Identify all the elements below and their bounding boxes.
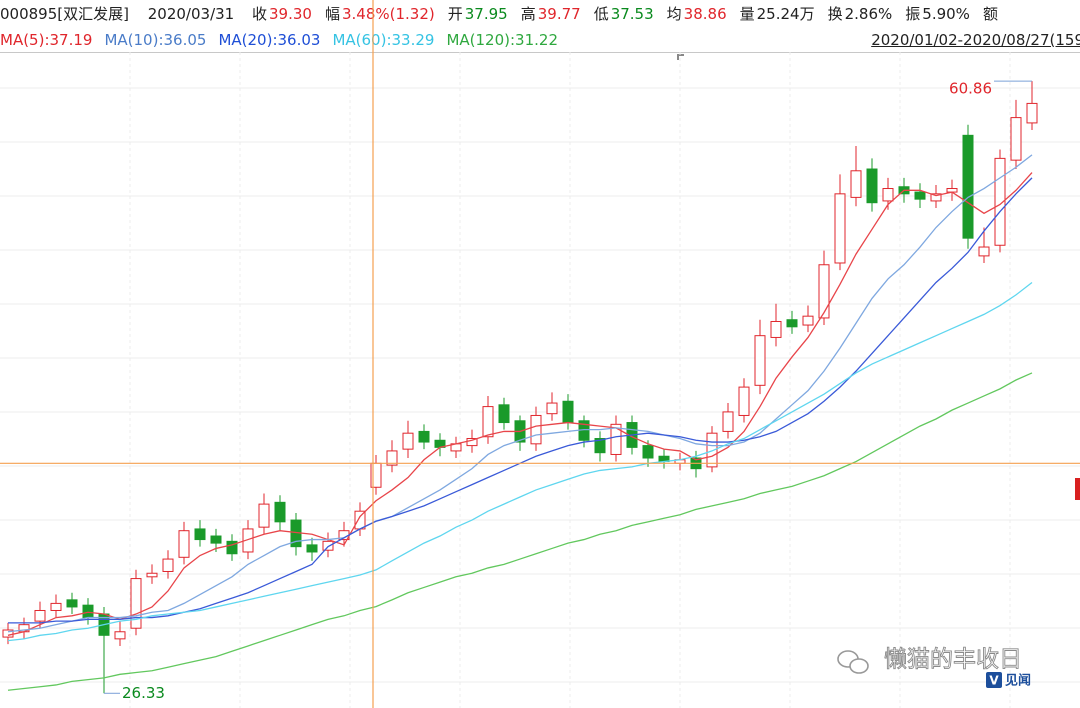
- info-value: 5.90%: [922, 5, 970, 23]
- candle-body: [1026, 102, 1038, 124]
- candle-body: [82, 604, 94, 619]
- stock-code: 000895[双汇发展]: [0, 5, 129, 23]
- info-label: 振: [905, 5, 921, 23]
- candle-body: [546, 402, 558, 415]
- candle-body: [178, 530, 190, 558]
- candle-body: [114, 631, 126, 640]
- watermark-text: 懒猫的丰收日: [884, 647, 1022, 673]
- candle-body: [418, 430, 430, 443]
- info-value: 2.86%: [844, 5, 893, 23]
- candle-body: [642, 445, 654, 459]
- candle-body: [1010, 117, 1022, 161]
- info-label: 幅: [324, 5, 340, 23]
- legend-entry: MA(20):36.03: [218, 31, 321, 49]
- info-value: 3.48%(1.32): [341, 5, 435, 23]
- candle-body: [978, 246, 990, 257]
- ma-lines: [7, 154, 1033, 691]
- candle-body: [530, 414, 542, 445]
- date: 2020/03/31: [147, 5, 235, 23]
- candle-body: [498, 404, 510, 424]
- candle-body: [610, 423, 622, 455]
- logo-badge-bg: [986, 672, 1002, 688]
- legend-entry: MA(120):31.22: [446, 31, 558, 49]
- candle-body: [274, 501, 286, 523]
- candle-body: [306, 544, 318, 553]
- info-value: 25.24万: [756, 5, 815, 23]
- legend-entry: MA(5):37.19: [0, 31, 93, 49]
- candle-body: [706, 432, 718, 468]
- candle-body: [770, 320, 782, 338]
- candle-body: [834, 193, 846, 264]
- info-value: 39.77: [537, 5, 581, 23]
- candle-body: [482, 406, 494, 438]
- candle-body: [146, 572, 158, 578]
- info-value: 38.86: [683, 5, 727, 23]
- wechat-icon: [837, 650, 869, 674]
- candle-body: [66, 599, 78, 608]
- candle-body: [866, 168, 878, 204]
- ma-line: [8, 177, 1033, 624]
- candle-body: [930, 193, 942, 202]
- grid: [0, 52, 1080, 708]
- candle-body: [210, 535, 222, 544]
- info-label: 换: [827, 5, 843, 23]
- ma-line: [7, 281, 1033, 642]
- side-marker: [1075, 478, 1080, 500]
- candle-body: [50, 602, 62, 611]
- logo-text: 见闻: [1005, 674, 1031, 689]
- candle-body: [802, 315, 814, 326]
- candle-body: [594, 438, 606, 454]
- candle-body: [130, 578, 142, 629]
- ma-line: [7, 154, 1033, 633]
- candle-body: [914, 191, 926, 200]
- candle-body: [162, 558, 174, 572]
- info-value: 37.53: [610, 5, 654, 23]
- candle-body: [850, 170, 862, 198]
- info-label: 收: [252, 5, 268, 23]
- candle-body: [962, 134, 974, 239]
- candle-body: [402, 432, 414, 450]
- candle-body: [242, 528, 254, 553]
- ma-line: [7, 372, 1033, 691]
- candle-body: [258, 503, 270, 528]
- info-label: 均: [666, 5, 682, 23]
- info-value: 37.95: [464, 5, 508, 23]
- candle-body: [882, 188, 894, 202]
- candle-body: [738, 386, 750, 416]
- candle-body: [722, 411, 734, 432]
- candle-body: [34, 609, 46, 622]
- max-label: 60.86: [949, 80, 992, 98]
- candle-body: [754, 335, 766, 386]
- candle-body: [322, 540, 334, 551]
- info-label: 低: [593, 5, 609, 23]
- ma-line: [7, 172, 1033, 636]
- min-label: 26.33: [122, 684, 165, 702]
- candle-body: [786, 319, 798, 328]
- candle-body: [818, 264, 830, 319]
- info-bar: 000895[双汇发展] 2020/03/31 收 39.30 幅 3.48%(1.3…: [0, 0, 1080, 28]
- info-label: 高: [520, 5, 536, 23]
- watermark: 懒猫的丰收日 V 见闻: [837, 646, 1031, 689]
- date-range[interactable]: 2020/01/02-2020/08/27(159: [871, 31, 1080, 49]
- info-value: 39.30: [269, 5, 312, 23]
- candle-body: [386, 450, 398, 466]
- info-label: 开: [447, 5, 463, 23]
- ma-legend: MA(5):37.19 MA(10):36.05 MA(20):36.03 MA(60…: [0, 28, 1080, 52]
- candle-body: [994, 157, 1006, 246]
- candle-body: [226, 540, 238, 555]
- info-label: 量: [739, 5, 755, 23]
- candle-body: [562, 400, 574, 424]
- candle-body: [194, 528, 206, 541]
- logo-badge: V: [989, 674, 999, 688]
- legend-entry: MA(10):36.05: [104, 31, 207, 49]
- legend-entry: MA(60):33.29: [332, 31, 435, 49]
- corner-mark: [677, 54, 684, 60]
- info-label: 额: [982, 5, 998, 23]
